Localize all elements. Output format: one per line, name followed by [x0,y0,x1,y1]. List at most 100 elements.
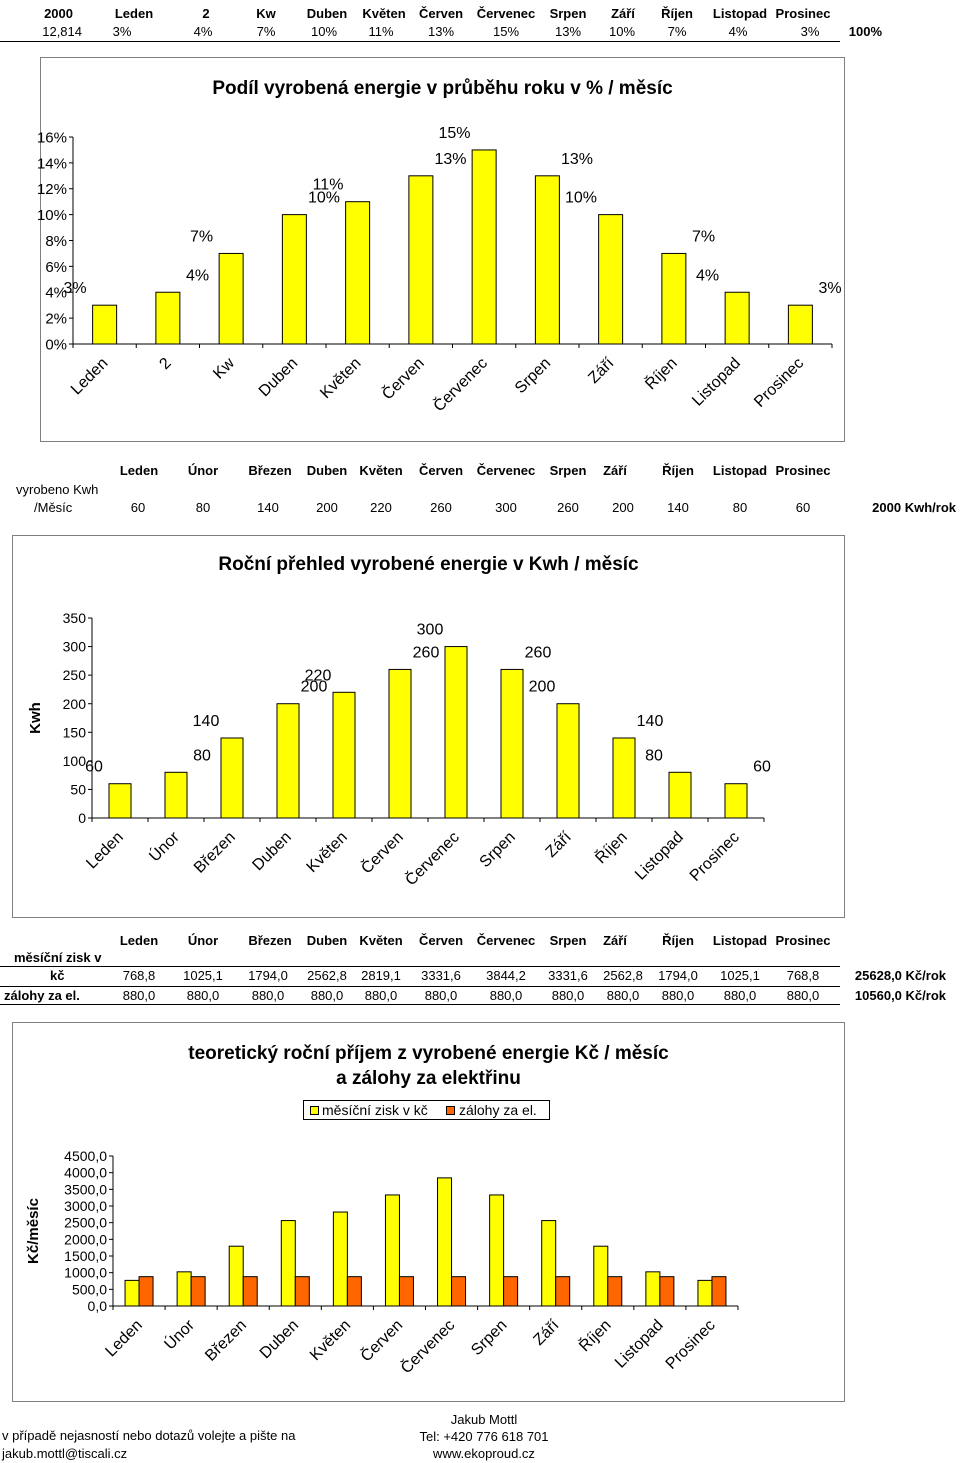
y-tick-label: 300 [63,639,87,655]
chart3-legend: měsíční zisk v kč zálohy za el. [303,1100,550,1120]
bar [503,1276,519,1307]
bar [294,1276,310,1307]
bar [697,1279,713,1307]
month-header-cell: Leden [119,933,159,948]
data-label: 220 [305,667,332,684]
y-tick-label: 8% [45,233,67,250]
profit-value-cell: 3331,6 [421,968,461,983]
percent-cell: 13% [427,24,455,39]
x-tick-label: Srpen [468,1317,510,1359]
kwh-value-cell: 200 [612,500,634,515]
month-header-cell: Říjen [662,463,694,478]
month-header-cell: Srpen [549,6,587,21]
bar [555,1276,571,1307]
legend-label-profit: měsíční zisk v kč [322,1102,428,1118]
y-axis-label: Kwh [27,702,44,734]
percent-cell: 11% [368,24,394,39]
data-label: 7% [692,228,715,245]
bar [220,737,244,819]
month-header-cell: Únor [187,463,219,478]
bar [242,1276,258,1307]
y-tick-label: 50 [70,781,86,797]
y-tick-label: 3500,0 [64,1181,107,1197]
percent-cell: 13% [554,24,582,39]
data-label: 140 [637,713,664,730]
kwh-value-cell: 260 [430,500,452,515]
footer-web[interactable]: www.ekoproud.cz [433,1446,535,1461]
profit-value-cell: 2819,1 [361,968,401,983]
data-label: 200 [529,679,556,696]
bar [541,1220,557,1307]
month-header-cell: Listopad [712,463,768,478]
kwh-value-cell: 140 [257,500,279,515]
percent-cell: 15% [492,24,520,39]
kwh-value-cell: 200 [316,500,338,515]
footer-name: Jakub Mottl [450,1412,518,1427]
bar [398,1276,414,1307]
y-tick-label: 350 [63,610,87,626]
chart2-title: Roční přehled vyrobené energie v Kwh / m… [218,554,639,575]
bar [437,1177,453,1307]
profit-value-cell: 1025,1 [720,968,760,983]
bar [612,737,636,819]
bar [218,252,244,345]
month-header-cell: Srpen [549,933,587,948]
money-table-divider [0,986,840,987]
bar [384,1194,400,1307]
money-table-divider [0,1004,840,1005]
bar [155,291,181,345]
advance-value-cell: 880,0 [186,988,220,1003]
kwh-value-cell: 60 [795,500,811,515]
kwh-chart-area [12,535,845,918]
data-label: 300 [417,622,444,639]
month-header-cell: Prosinec [775,933,831,948]
data-label: 10% [565,190,597,207]
advance-value-cell: 880,0 [310,988,344,1003]
y-tick-label: 4% [45,285,67,302]
bar [164,771,188,819]
month-header-cell: Srpen [549,463,587,478]
y-tick-label: 150 [63,724,87,740]
bar [787,304,813,345]
year-cell: 2000 [44,6,73,21]
data-label: 3% [63,280,86,297]
month-header-cell: Listopad [712,933,768,948]
chart1-title: Podíl vyrobená energie v průběhu roku v … [212,78,673,99]
legend-swatch-profit [310,1106,319,1115]
y-tick-label: 500,0 [72,1281,107,1297]
money-table-divider [0,966,840,967]
advance-value-cell: 880,0 [122,988,156,1003]
y-axis-label: Kč/měsíc [25,1198,42,1264]
bar [607,1276,623,1307]
month-header-cell: Září [611,6,635,21]
advance-value-cell: 880,0 [364,988,398,1003]
profit-value-cell: 3331,6 [548,968,588,983]
month-header-cell: Květen [362,6,406,21]
bar [108,783,132,819]
y-tick-label: 12% [37,181,67,198]
data-label: 3% [818,280,841,297]
month-header-cell: Březen [248,463,292,478]
bar [593,1245,609,1307]
bar [724,783,748,819]
data-label: 80 [645,747,663,764]
y-tick-label: 6% [45,259,67,276]
y-tick-label: 16% [37,129,67,146]
footer-note: v případě nejasností nebo dotazů volejte… [2,1428,296,1443]
data-label: 260 [525,644,552,661]
data-label: 7% [190,228,213,245]
profit-total-cell: 25628,0 Kč/rok [854,968,946,983]
footer-email[interactable]: jakub.mottl@tiscali.cz [2,1446,128,1461]
month-header-cell: Říjen [661,6,693,21]
table-divider [0,41,840,42]
profit-value-cell: 1025,1 [183,968,223,983]
kwh-total-cell: 2000 Kwh/rok [872,500,956,515]
bar [332,1211,348,1307]
x-tick-label: Duben [257,1317,302,1362]
month-header-cell: Kw [256,6,276,21]
bar [276,703,300,819]
profit-row-label-1: měsíční zisk v [14,950,102,965]
advance-value-cell: 880,0 [551,988,585,1003]
percent-cell: 4% [728,24,748,39]
